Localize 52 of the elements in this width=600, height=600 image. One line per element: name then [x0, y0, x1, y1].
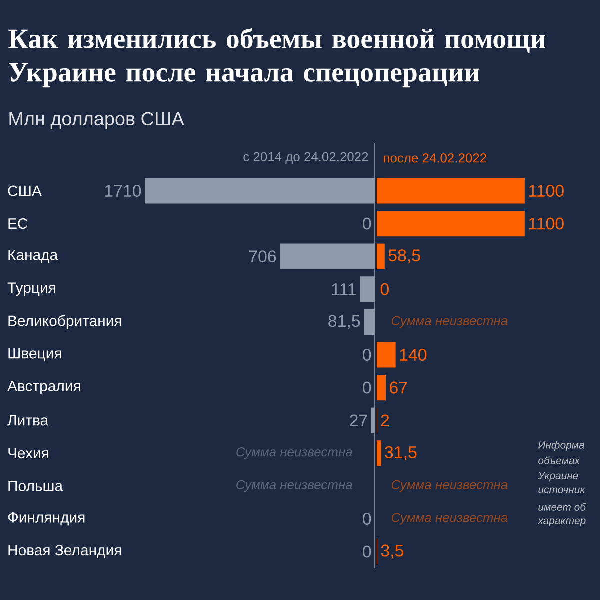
bar — [377, 342, 396, 368]
text: Сумма неизвестна — [392, 513, 508, 525]
y-tick-label: Чехия — [8, 448, 48, 459]
text: объемах — [538, 456, 580, 464]
y-tick-label: Польша — [8, 480, 64, 492]
data-label: 0 — [380, 283, 389, 296]
data-label: 1100 — [529, 218, 564, 230]
data-label: 111 — [332, 284, 356, 296]
data-label: 2 — [381, 414, 390, 427]
data-label: 0 — [363, 546, 372, 558]
y-tick-label: Турция — [8, 282, 56, 296]
data-label: 3,5 — [381, 544, 404, 559]
chart-title: Как изменились объемы военной помощи Украине после начала спецоперации — [8, 28, 546, 88]
text: Информа — [538, 441, 584, 451]
bar — [377, 211, 525, 237]
text: Украине — [538, 472, 578, 482]
y-tick-label: Австралия — [8, 381, 80, 394]
text: характер — [538, 518, 586, 526]
data-label: 58,5 — [388, 250, 420, 264]
y-tick-label: США — [8, 186, 42, 196]
y-tick-label: ЕС — [8, 218, 28, 230]
y-tick-label: Швеция — [8, 348, 62, 362]
data-label: 0 — [363, 218, 372, 230]
text: Сумма неизвестна — [236, 448, 352, 460]
bar — [377, 244, 385, 270]
y-tick-label: Новая Зеландия — [8, 545, 122, 558]
data-label: 0 — [363, 349, 372, 362]
data-label: 67 — [390, 382, 408, 394]
data-label: 27 — [350, 414, 368, 427]
data-label: 1100 — [529, 185, 564, 197]
data-label: 81,5 — [328, 315, 360, 330]
text: имеет об — [538, 503, 586, 511]
series-label: с 2014 до 24.02.2022 — [244, 152, 368, 164]
bar — [377, 440, 382, 466]
y-tick-label: Канада — [8, 250, 58, 264]
data-label: 0 — [363, 382, 372, 394]
bar — [377, 375, 386, 401]
series-label: после 24.02.2022 — [384, 154, 486, 163]
data-label: 31,5 — [385, 446, 417, 460]
y-tick-label: Литва — [8, 415, 49, 426]
bar — [377, 178, 525, 204]
y-tick-label: Финляндия — [8, 512, 85, 526]
data-label: 706 — [249, 250, 276, 263]
text: Сумма неизвестна — [392, 316, 508, 328]
chart-subtitle: Млн долларов США — [10, 112, 184, 130]
text: Сумма неизвестна — [236, 480, 352, 492]
data-label: 0 — [363, 513, 372, 526]
text: источник — [538, 488, 586, 494]
y-tick-label: Великобритания — [8, 315, 122, 330]
data-label: 140 — [400, 349, 427, 362]
data-label: 1710 — [105, 185, 142, 197]
text: Сумма неизвестна — [392, 480, 508, 492]
